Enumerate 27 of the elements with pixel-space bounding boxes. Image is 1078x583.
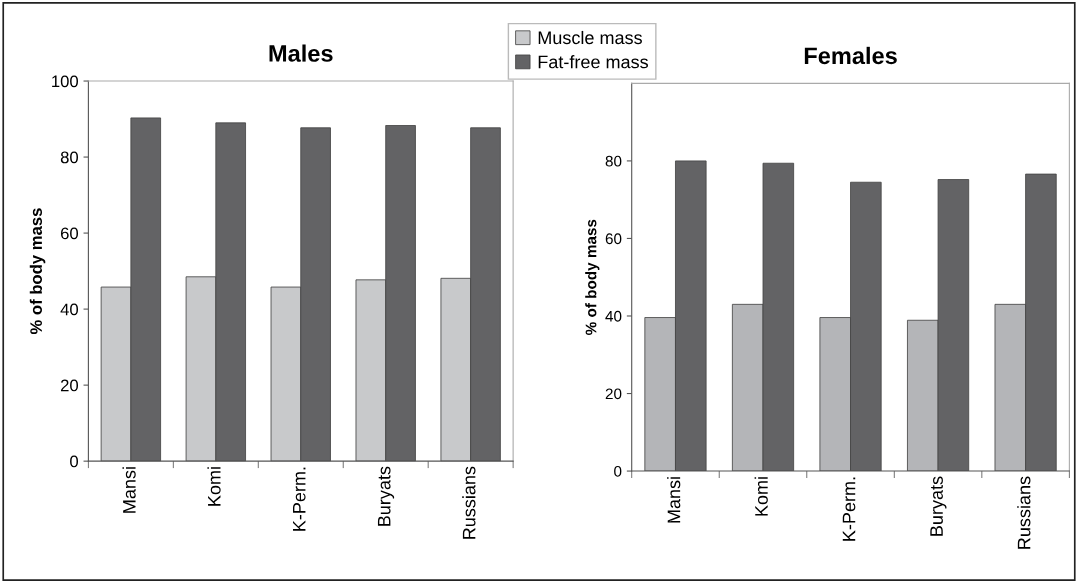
x-tick-label: Russians <box>1017 476 1031 549</box>
y-tick-label: 40 <box>60 303 79 316</box>
y-tick-label: 0 <box>70 455 79 468</box>
x-tick-label: Mansi <box>122 467 136 513</box>
y-tick-label: 60 <box>605 233 622 245</box>
chart-title: Females <box>804 46 897 65</box>
legend-label: Fat-free mass <box>538 55 648 69</box>
x-tick-label: Mansi <box>667 477 681 523</box>
y-tick-label: 60 <box>60 227 79 240</box>
x-tick-label: Buryats <box>930 476 947 536</box>
x-tick-label: Komi <box>207 467 221 506</box>
y-tick-label: 100 <box>52 75 79 88</box>
y-tick-label: 80 <box>60 151 79 164</box>
x-tick-label: Buryats <box>377 466 395 526</box>
x-tick-label: Russians <box>462 466 476 539</box>
chart-title: Males <box>269 44 333 62</box>
x-tick-label: K-Perm. <box>293 467 306 531</box>
y-tick-label: 20 <box>605 388 622 400</box>
y-tick-label: 0 <box>614 465 622 477</box>
x-tick-label: Komi <box>754 477 768 516</box>
x-tick-label: K-Perm. <box>842 477 856 541</box>
y-tick-label: 20 <box>60 379 79 392</box>
legend-label: Muscle mass <box>538 30 642 45</box>
y-tick-label: 80 <box>605 155 622 167</box>
y-axis-title: % of body mass <box>29 208 46 335</box>
y-axis-title: % of body mass <box>585 219 600 335</box>
y-tick-label: 40 <box>605 310 622 322</box>
